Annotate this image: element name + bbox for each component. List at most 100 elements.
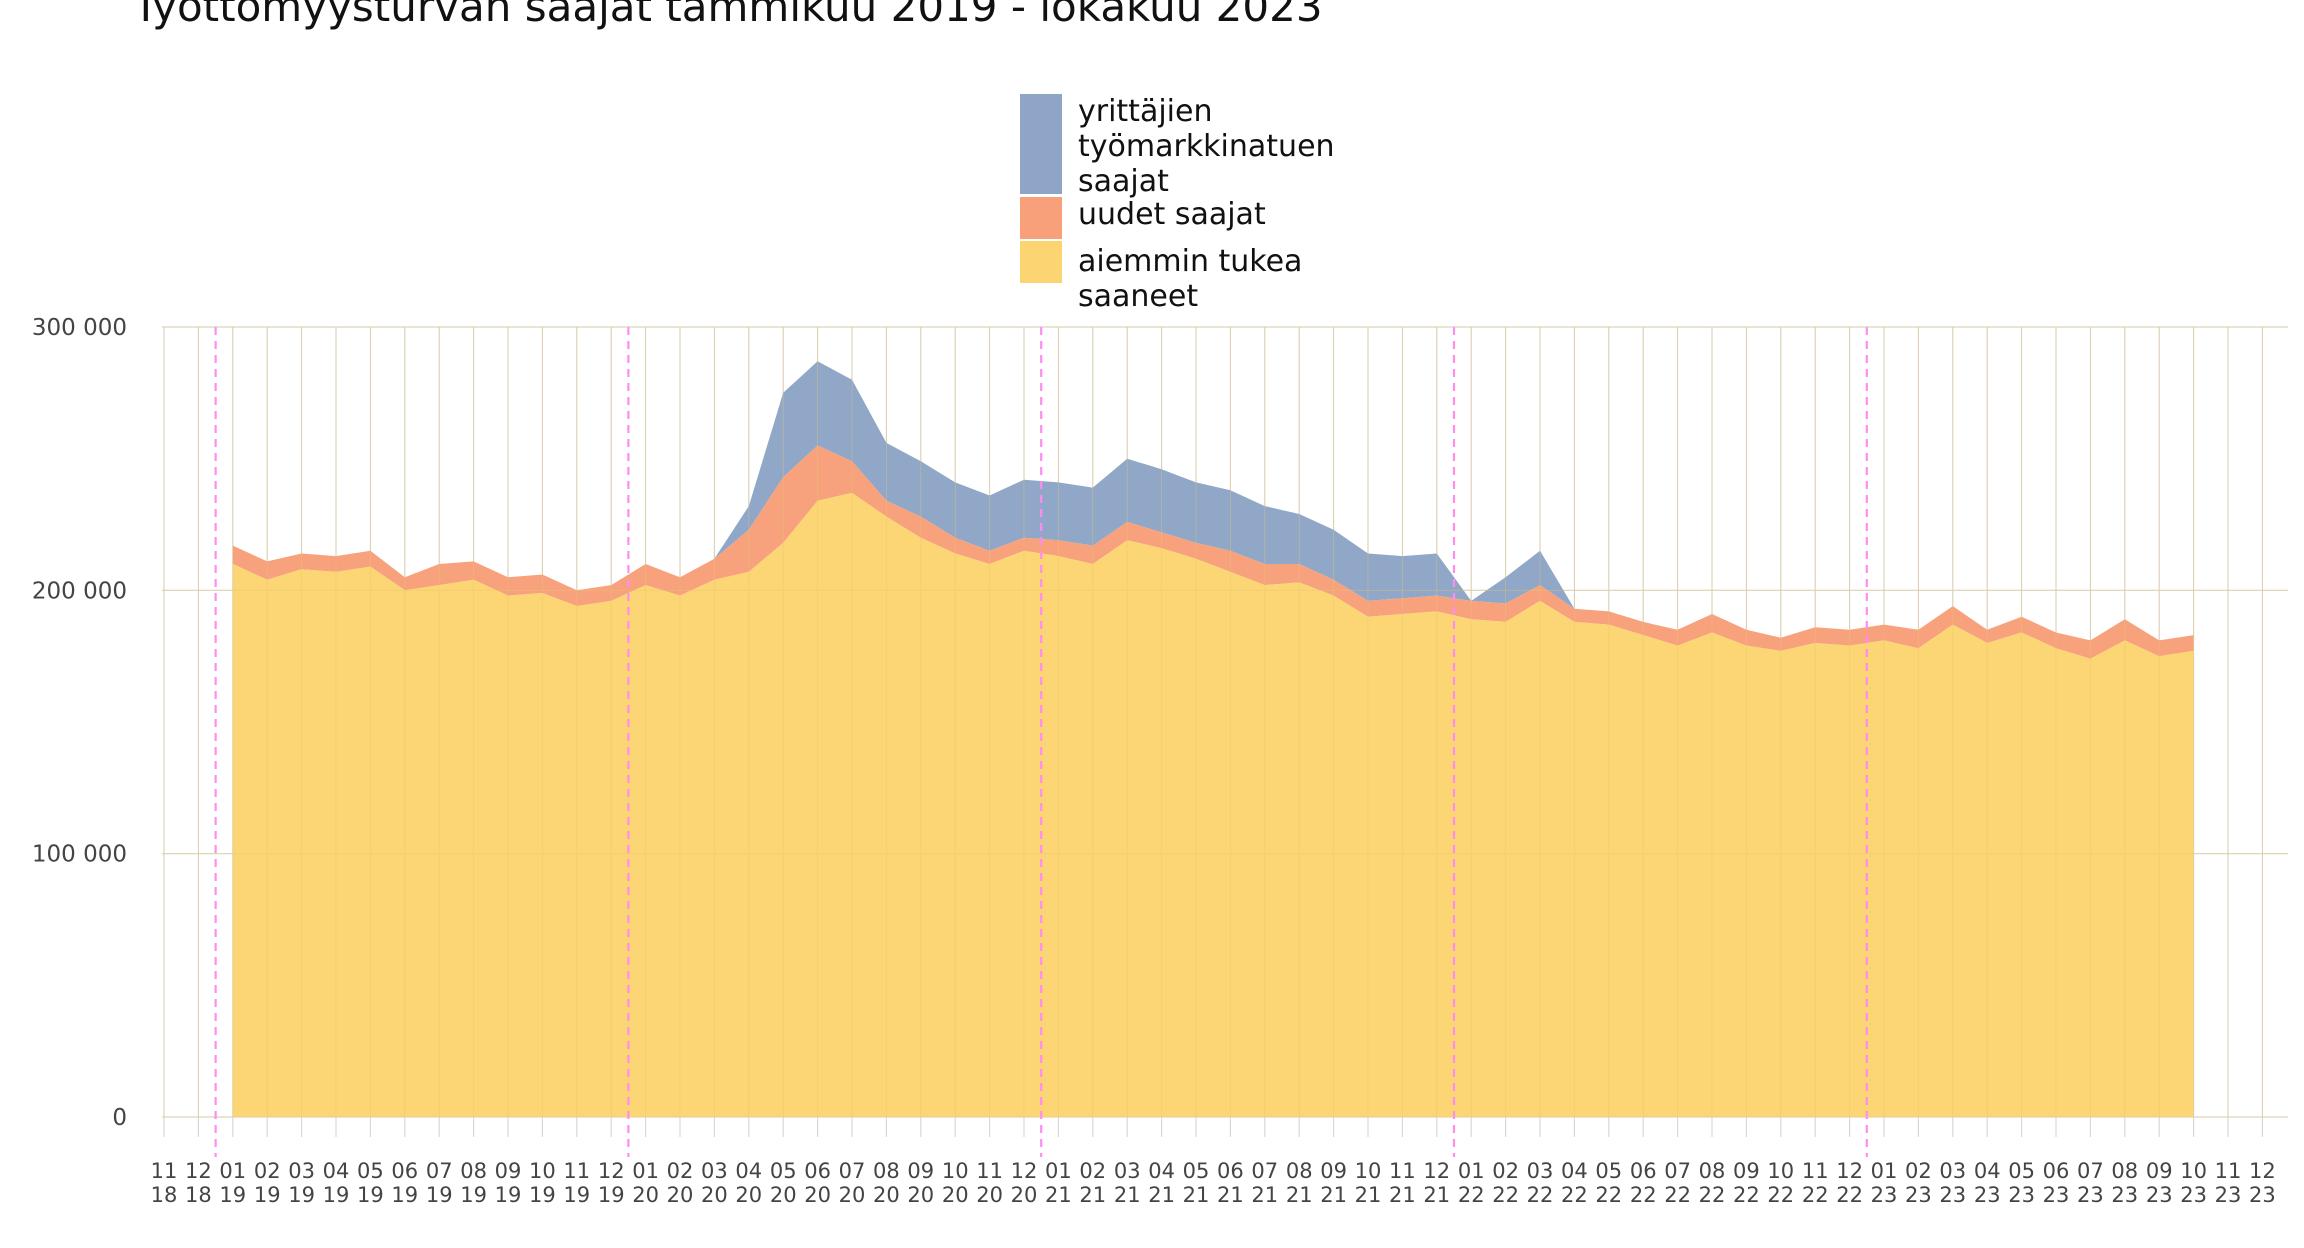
x-tick-year: 19 — [563, 1183, 590, 1207]
x-tick-month: 02 — [1905, 1159, 1932, 1183]
x-tick-month: 07 — [2077, 1159, 2104, 1183]
x-tick-month: 09 — [1733, 1159, 1760, 1183]
x-tick-year: 19 — [391, 1183, 418, 1207]
x-tick-month: 08 — [873, 1159, 900, 1183]
x-tick-year: 20 — [632, 1183, 659, 1207]
x-tick-month: 12 — [2249, 1159, 2276, 1183]
x-tick-year: 21 — [1355, 1183, 1382, 1207]
x-tick-month: 06 — [1630, 1159, 1657, 1183]
x-tick-month: 01 — [1045, 1159, 1072, 1183]
x-tick-year: 19 — [219, 1183, 246, 1207]
x-tick-year: 21 — [1045, 1183, 1072, 1207]
x-tick-month: 10 — [1767, 1159, 1794, 1183]
x-tick-year: 20 — [770, 1183, 797, 1207]
x-tick-year: 19 — [426, 1183, 453, 1207]
x-tick-month: 11 — [976, 1159, 1003, 1183]
x-tick-month: 11 — [2215, 1159, 2242, 1183]
area-aiemmin — [232, 492, 2194, 1117]
legend-item-new: uudet saajat — [1020, 197, 1378, 239]
x-tick-month: 03 — [1114, 1159, 1141, 1183]
x-tick-year: 22 — [1561, 1183, 1588, 1207]
x-tick-year: 21 — [1183, 1183, 1210, 1207]
x-tick-year: 20 — [701, 1183, 728, 1207]
x-tick-month: 08 — [1286, 1159, 1313, 1183]
x-tick-year: 23 — [2249, 1183, 2276, 1207]
x-tick-month: 03 — [1939, 1159, 1966, 1183]
x-tick-month: 04 — [323, 1159, 350, 1183]
legend-swatch-entrepreneurs — [1020, 94, 1062, 194]
x-tick-month: 07 — [1664, 1159, 1691, 1183]
x-tick-month: 04 — [1974, 1159, 2001, 1183]
x-tick-month: 01 — [1871, 1159, 1898, 1183]
y-tick-label: 0 — [112, 1105, 127, 1131]
x-tick-year: 21 — [1389, 1183, 1416, 1207]
x-tick-year: 19 — [460, 1183, 487, 1207]
x-tick-year: 18 — [185, 1183, 212, 1207]
x-tick-month: 03 — [701, 1159, 728, 1183]
x-tick-month: 01 — [632, 1159, 659, 1183]
x-tick-year: 23 — [2111, 1183, 2138, 1207]
x-tick-year: 21 — [1217, 1183, 1244, 1207]
x-tick-month: 04 — [1148, 1159, 1175, 1183]
x-tick-month: 02 — [1492, 1159, 1519, 1183]
x-tick-year: 22 — [1630, 1183, 1657, 1207]
x-tick-month: 10 — [1355, 1159, 1382, 1183]
stacked-areas — [162, 326, 2288, 1118]
x-tick-year: 21 — [1423, 1183, 1450, 1207]
x-tick-month: 11 — [563, 1159, 590, 1183]
x-tick-year: 19 — [288, 1183, 315, 1207]
x-tick-year: 22 — [1595, 1183, 1622, 1207]
x-tick-year: 19 — [357, 1183, 384, 1207]
x-tick-month: 09 — [495, 1159, 522, 1183]
chart-title: Työttömyysturvan saajat tammikuu 2019 - … — [133, 0, 1323, 31]
legend-label-new: uudet saajat — [1078, 197, 1266, 232]
x-tick-month: 02 — [254, 1159, 281, 1183]
x-tick-year: 19 — [495, 1183, 522, 1207]
x-tick-year: 19 — [598, 1183, 625, 1207]
legend-label-entrepreneurs: yrittäjien työmarkkinatuen saajat — [1078, 94, 1335, 199]
x-tick-year: 20 — [667, 1183, 694, 1207]
x-tick-month: 10 — [942, 1159, 969, 1183]
legend-swatch-new — [1020, 197, 1062, 239]
x-tick-month: 07 — [839, 1159, 866, 1183]
x-tick-year: 23 — [1871, 1183, 1898, 1207]
x-tick-year: 20 — [907, 1183, 934, 1207]
x-tick-month: 09 — [1320, 1159, 1347, 1183]
x-tick-month: 01 — [1458, 1159, 1485, 1183]
x-tick-month: 03 — [288, 1159, 315, 1183]
x-tick-year: 21 — [1079, 1183, 1106, 1207]
x-tick-month: 12 — [1423, 1159, 1450, 1183]
area-uudet — [232, 445, 2194, 659]
x-tick-year: 23 — [2077, 1183, 2104, 1207]
x-axis-tick-labels: 1118121801190219031904190519061907190819… — [151, 1159, 2276, 1207]
x-tick-month: 02 — [667, 1159, 694, 1183]
legend: yrittäjien työmarkkinatuen saajat uudet … — [1020, 94, 1378, 314]
x-tick-year: 20 — [735, 1183, 762, 1207]
x-tick-year: 23 — [1974, 1183, 2001, 1207]
x-tick-year: 23 — [2180, 1183, 2207, 1207]
x-tick-year: 22 — [1492, 1183, 1519, 1207]
x-tick-year: 19 — [254, 1183, 281, 1207]
x-tick-month: 07 — [426, 1159, 453, 1183]
x-tick-month: 12 — [185, 1159, 212, 1183]
x-tick-year: 22 — [1836, 1183, 1863, 1207]
x-tick-year: 23 — [1939, 1183, 1966, 1207]
x-tick-month: 05 — [357, 1159, 384, 1183]
x-tick-year: 22 — [1767, 1183, 1794, 1207]
x-tick-year: 23 — [1905, 1183, 1932, 1207]
legend-label-previous: aiemmin tukea saaneet — [1078, 244, 1303, 314]
x-tick-month: 04 — [1561, 1159, 1588, 1183]
x-tick-month: 06 — [391, 1159, 418, 1183]
x-tick-year: 22 — [1699, 1183, 1726, 1207]
x-tick-month: 07 — [1251, 1159, 1278, 1183]
x-tick-year: 22 — [1458, 1183, 1485, 1207]
x-tick-year: 18 — [151, 1183, 178, 1207]
x-tick-month: 04 — [735, 1159, 762, 1183]
x-tick-year: 20 — [1011, 1183, 1038, 1207]
x-tick-month: 06 — [1217, 1159, 1244, 1183]
x-tick-year: 21 — [1148, 1183, 1175, 1207]
x-tick-year: 22 — [1802, 1183, 1829, 1207]
x-tick-year: 21 — [1320, 1183, 1347, 1207]
x-tick-year: 20 — [976, 1183, 1003, 1207]
